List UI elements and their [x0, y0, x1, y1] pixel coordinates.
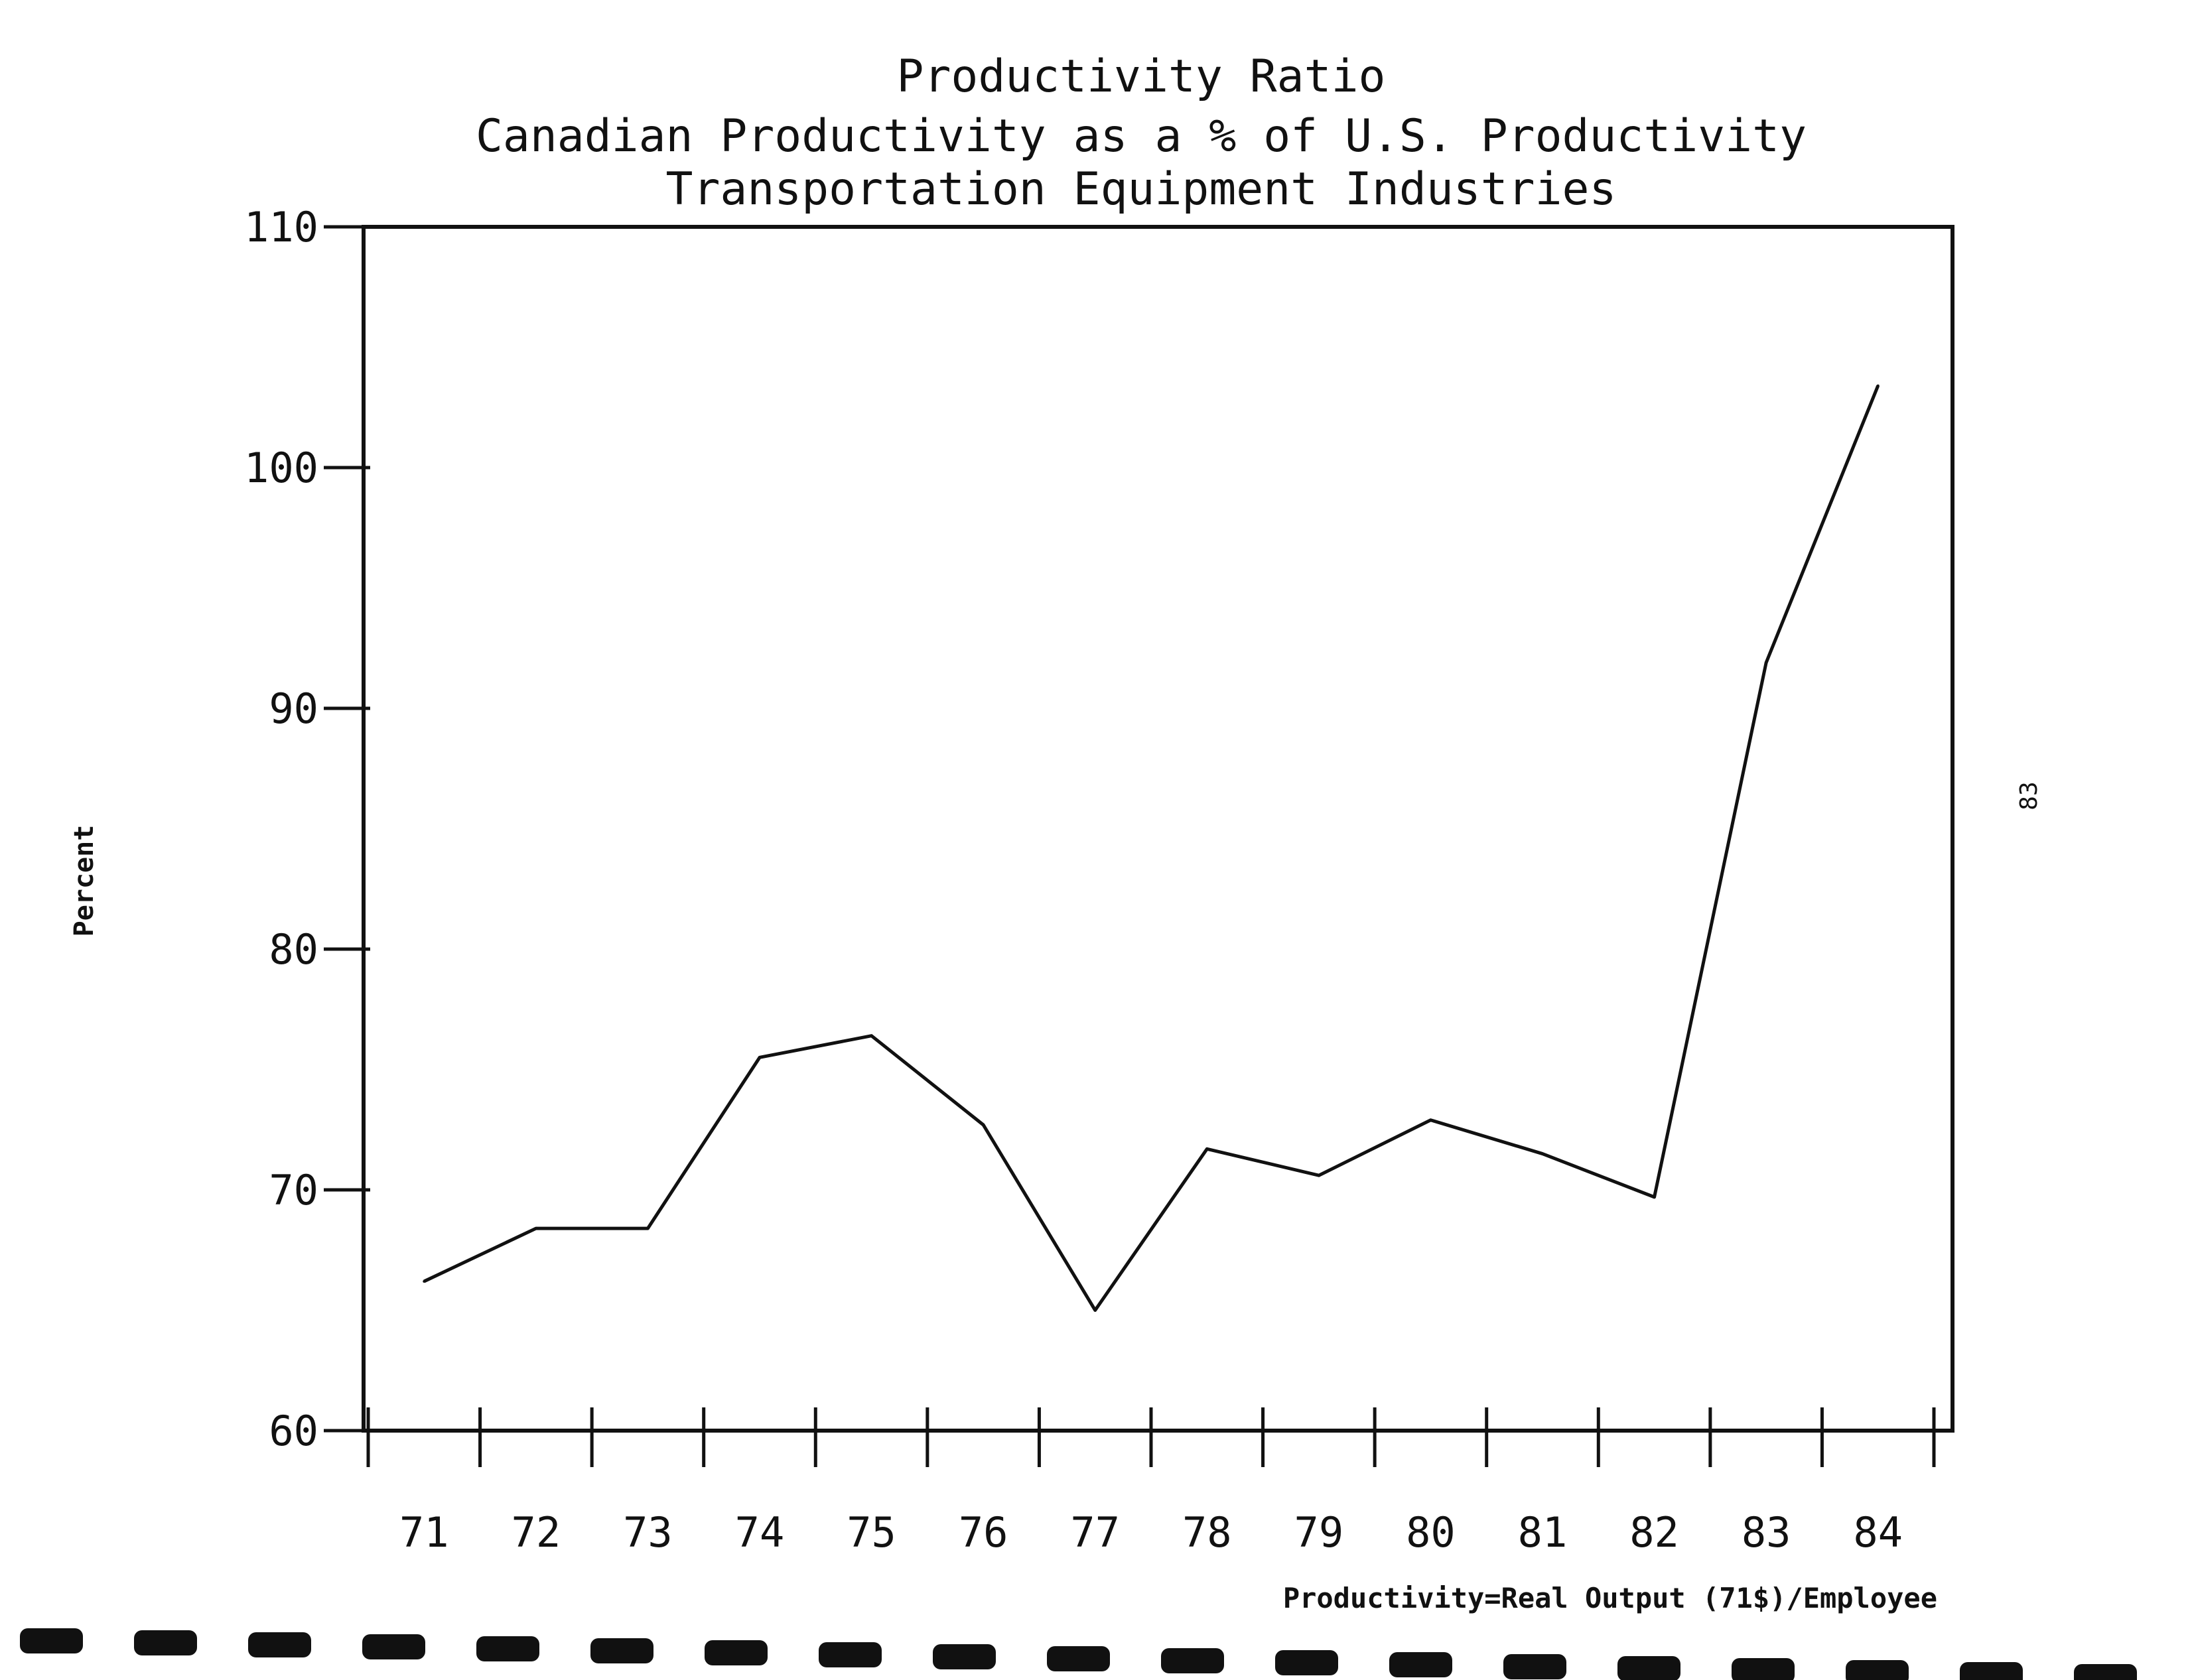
footnote: Productivity=Real Output (71$)/Employee — [1283, 1582, 1937, 1614]
data-point — [1317, 1174, 1320, 1177]
bottom-dash-band — [20, 1628, 2137, 1680]
data-point — [982, 1123, 985, 1126]
data-point — [758, 1056, 761, 1059]
x-tick-label: 82 — [1629, 1508, 1679, 1557]
dash-mark — [476, 1636, 539, 1661]
dash-mark — [20, 1628, 83, 1653]
dash-mark — [134, 1630, 197, 1655]
series-line — [423, 385, 1880, 1312]
dash-mark — [362, 1634, 425, 1659]
data-point — [1541, 1152, 1544, 1155]
y-tick-label: 70 — [269, 1166, 318, 1214]
x-tick-label: 84 — [1853, 1508, 1903, 1557]
y-tick-label: 60 — [269, 1407, 318, 1455]
data-point — [1653, 1195, 1656, 1198]
dash-mark — [2074, 1664, 2137, 1680]
y-tick-label: 100 — [244, 444, 318, 492]
x-tick-label: 81 — [1518, 1508, 1568, 1557]
dash-mark — [248, 1632, 311, 1657]
x-tick-label: 79 — [1294, 1508, 1344, 1557]
series-line-group — [423, 384, 1880, 1312]
dash-mark — [819, 1642, 882, 1667]
dash-mark — [1161, 1648, 1224, 1673]
x-tick-label: 72 — [512, 1508, 561, 1557]
x-tick-label: 73 — [623, 1508, 673, 1557]
x-tick-label: 80 — [1406, 1508, 1456, 1557]
dash-mark — [1846, 1660, 1909, 1680]
x-tick-label: 78 — [1182, 1508, 1232, 1557]
data-point — [423, 1279, 426, 1283]
data-point — [1765, 661, 1768, 665]
x-tick-label: 77 — [1070, 1508, 1120, 1557]
x-tick-label: 76 — [959, 1508, 1008, 1557]
x-axis-ticks: 71 72 73 74 75 76 77 78 79 80 81 82 83 84 — [366, 1407, 1936, 1557]
x-tick-label: 71 — [399, 1508, 449, 1557]
y-tick-label: 90 — [269, 684, 318, 733]
plot-frame — [362, 225, 1954, 1433]
page-number: 83 — [2016, 781, 2043, 810]
chart-title: Productivity Ratio — [897, 50, 1386, 103]
data-point — [1429, 1118, 1432, 1122]
y-tick-label: 80 — [269, 925, 318, 974]
x-tick-label: 83 — [1742, 1508, 1791, 1557]
data-point — [1093, 1309, 1097, 1312]
dash-mark — [933, 1644, 996, 1669]
dash-mark — [1960, 1662, 2023, 1680]
chart-subtitle-1: Canadian Productivity as a % of U.S. Pro… — [476, 110, 1807, 162]
dash-mark — [1732, 1658, 1795, 1680]
data-point — [1205, 1147, 1209, 1151]
dash-mark — [1047, 1646, 1110, 1671]
y-tick-label: 110 — [244, 203, 318, 251]
y-axis-label: Percent — [69, 825, 100, 937]
dash-mark — [1275, 1650, 1338, 1675]
x-tick-label: 74 — [735, 1508, 785, 1557]
data-point — [646, 1227, 650, 1230]
data-point — [870, 1034, 873, 1037]
data-point — [1876, 384, 1880, 387]
dash-mark — [1389, 1652, 1452, 1677]
dash-mark — [1503, 1654, 1566, 1679]
data-point — [534, 1227, 537, 1230]
dash-mark — [590, 1638, 653, 1663]
x-tick-label: 75 — [847, 1508, 896, 1557]
dash-mark — [1617, 1656, 1680, 1680]
chart-subtitle-2: Transportation Equipment Industries — [666, 163, 1617, 216]
dash-mark — [705, 1640, 768, 1665]
y-axis-ticks: 60 70 80 90 100 110 — [244, 203, 370, 1455]
